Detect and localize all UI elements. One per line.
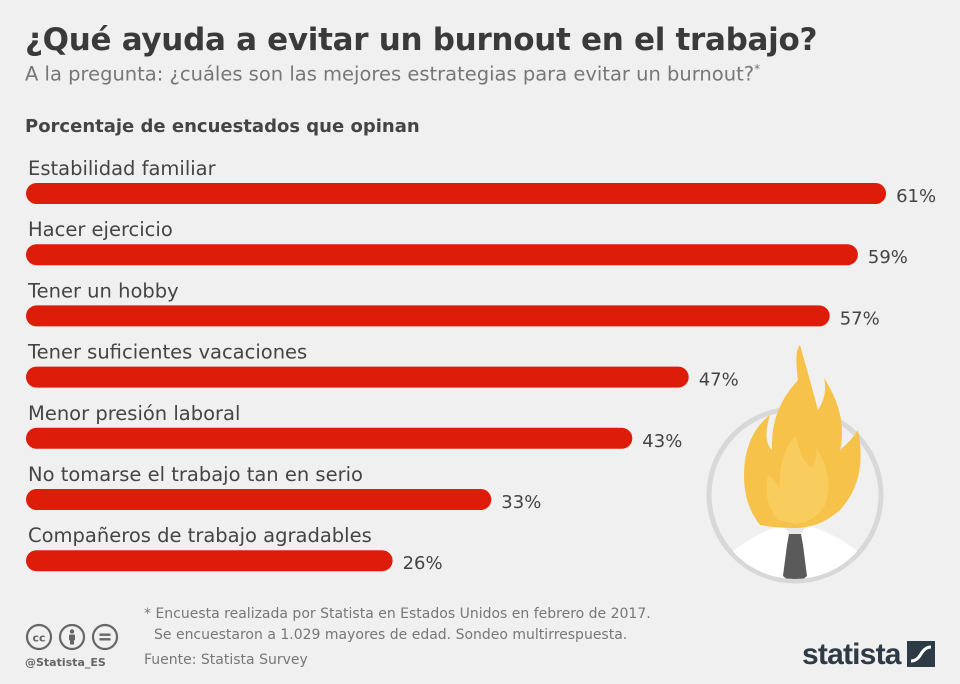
no-derivatives-icon (91, 623, 119, 651)
page-title: ¿Qué ayuda a evitar un burnout en el tra… (25, 22, 818, 58)
value-label: 59% (868, 247, 908, 268)
value-label: 57% (840, 308, 880, 329)
bar (26, 305, 830, 327)
bar-chart: Estabilidad familiar 61% Hacer ejercicio 59… (26, 157, 936, 574)
cc-icon: cc (25, 623, 53, 651)
attribution-icon (58, 623, 86, 651)
value-label: 61% (896, 186, 936, 207)
footnote-line-1: * Encuesta realizada por Statista en Est… (144, 606, 651, 622)
social-handle: @Statista_ES (25, 656, 106, 669)
category-label: No tomarse el trabajo tan en serio (28, 463, 363, 486)
axis-caption: Porcentaje de encuestados que opinan (25, 116, 420, 137)
category-label: Estabilidad familiar (28, 157, 217, 180)
category-label: Menor presión laboral (28, 402, 240, 425)
subtitle-text: A la pregunta: ¿cuáles son las mejores e… (25, 62, 755, 86)
statista-wordmark[interactable]: statista (802, 638, 901, 671)
value-label: 47% (699, 370, 739, 391)
burnout-head-illustration (706, 345, 884, 584)
value-label: 43% (642, 431, 682, 452)
svg-text:cc: cc (32, 632, 45, 645)
bar (26, 550, 393, 572)
footnote-line-2: Se encuestaron a 1.029 mayores de edad. … (154, 627, 628, 643)
subtitle: A la pregunta: ¿cuáles son las mejores e… (25, 62, 760, 86)
value-label: 33% (501, 492, 541, 513)
bar (26, 183, 887, 204)
statista-logo-icon (907, 641, 935, 667)
category-label: Hacer ejercicio (28, 218, 173, 241)
category-label: Compañeros de trabajo agradables (28, 524, 372, 547)
bar (26, 244, 858, 266)
bar (26, 366, 689, 388)
bar (26, 489, 492, 510)
bar (26, 427, 633, 449)
category-label: Tener un hobby (27, 279, 179, 302)
footnote: * Encuesta realizada por Statista en Est… (144, 604, 651, 646)
value-label: 26% (403, 553, 443, 574)
category-label: Tener suficientes vacaciones (27, 341, 307, 364)
subtitle-footnote-mark: * (754, 62, 761, 76)
source-note: Fuente: Statista Survey (144, 652, 308, 668)
